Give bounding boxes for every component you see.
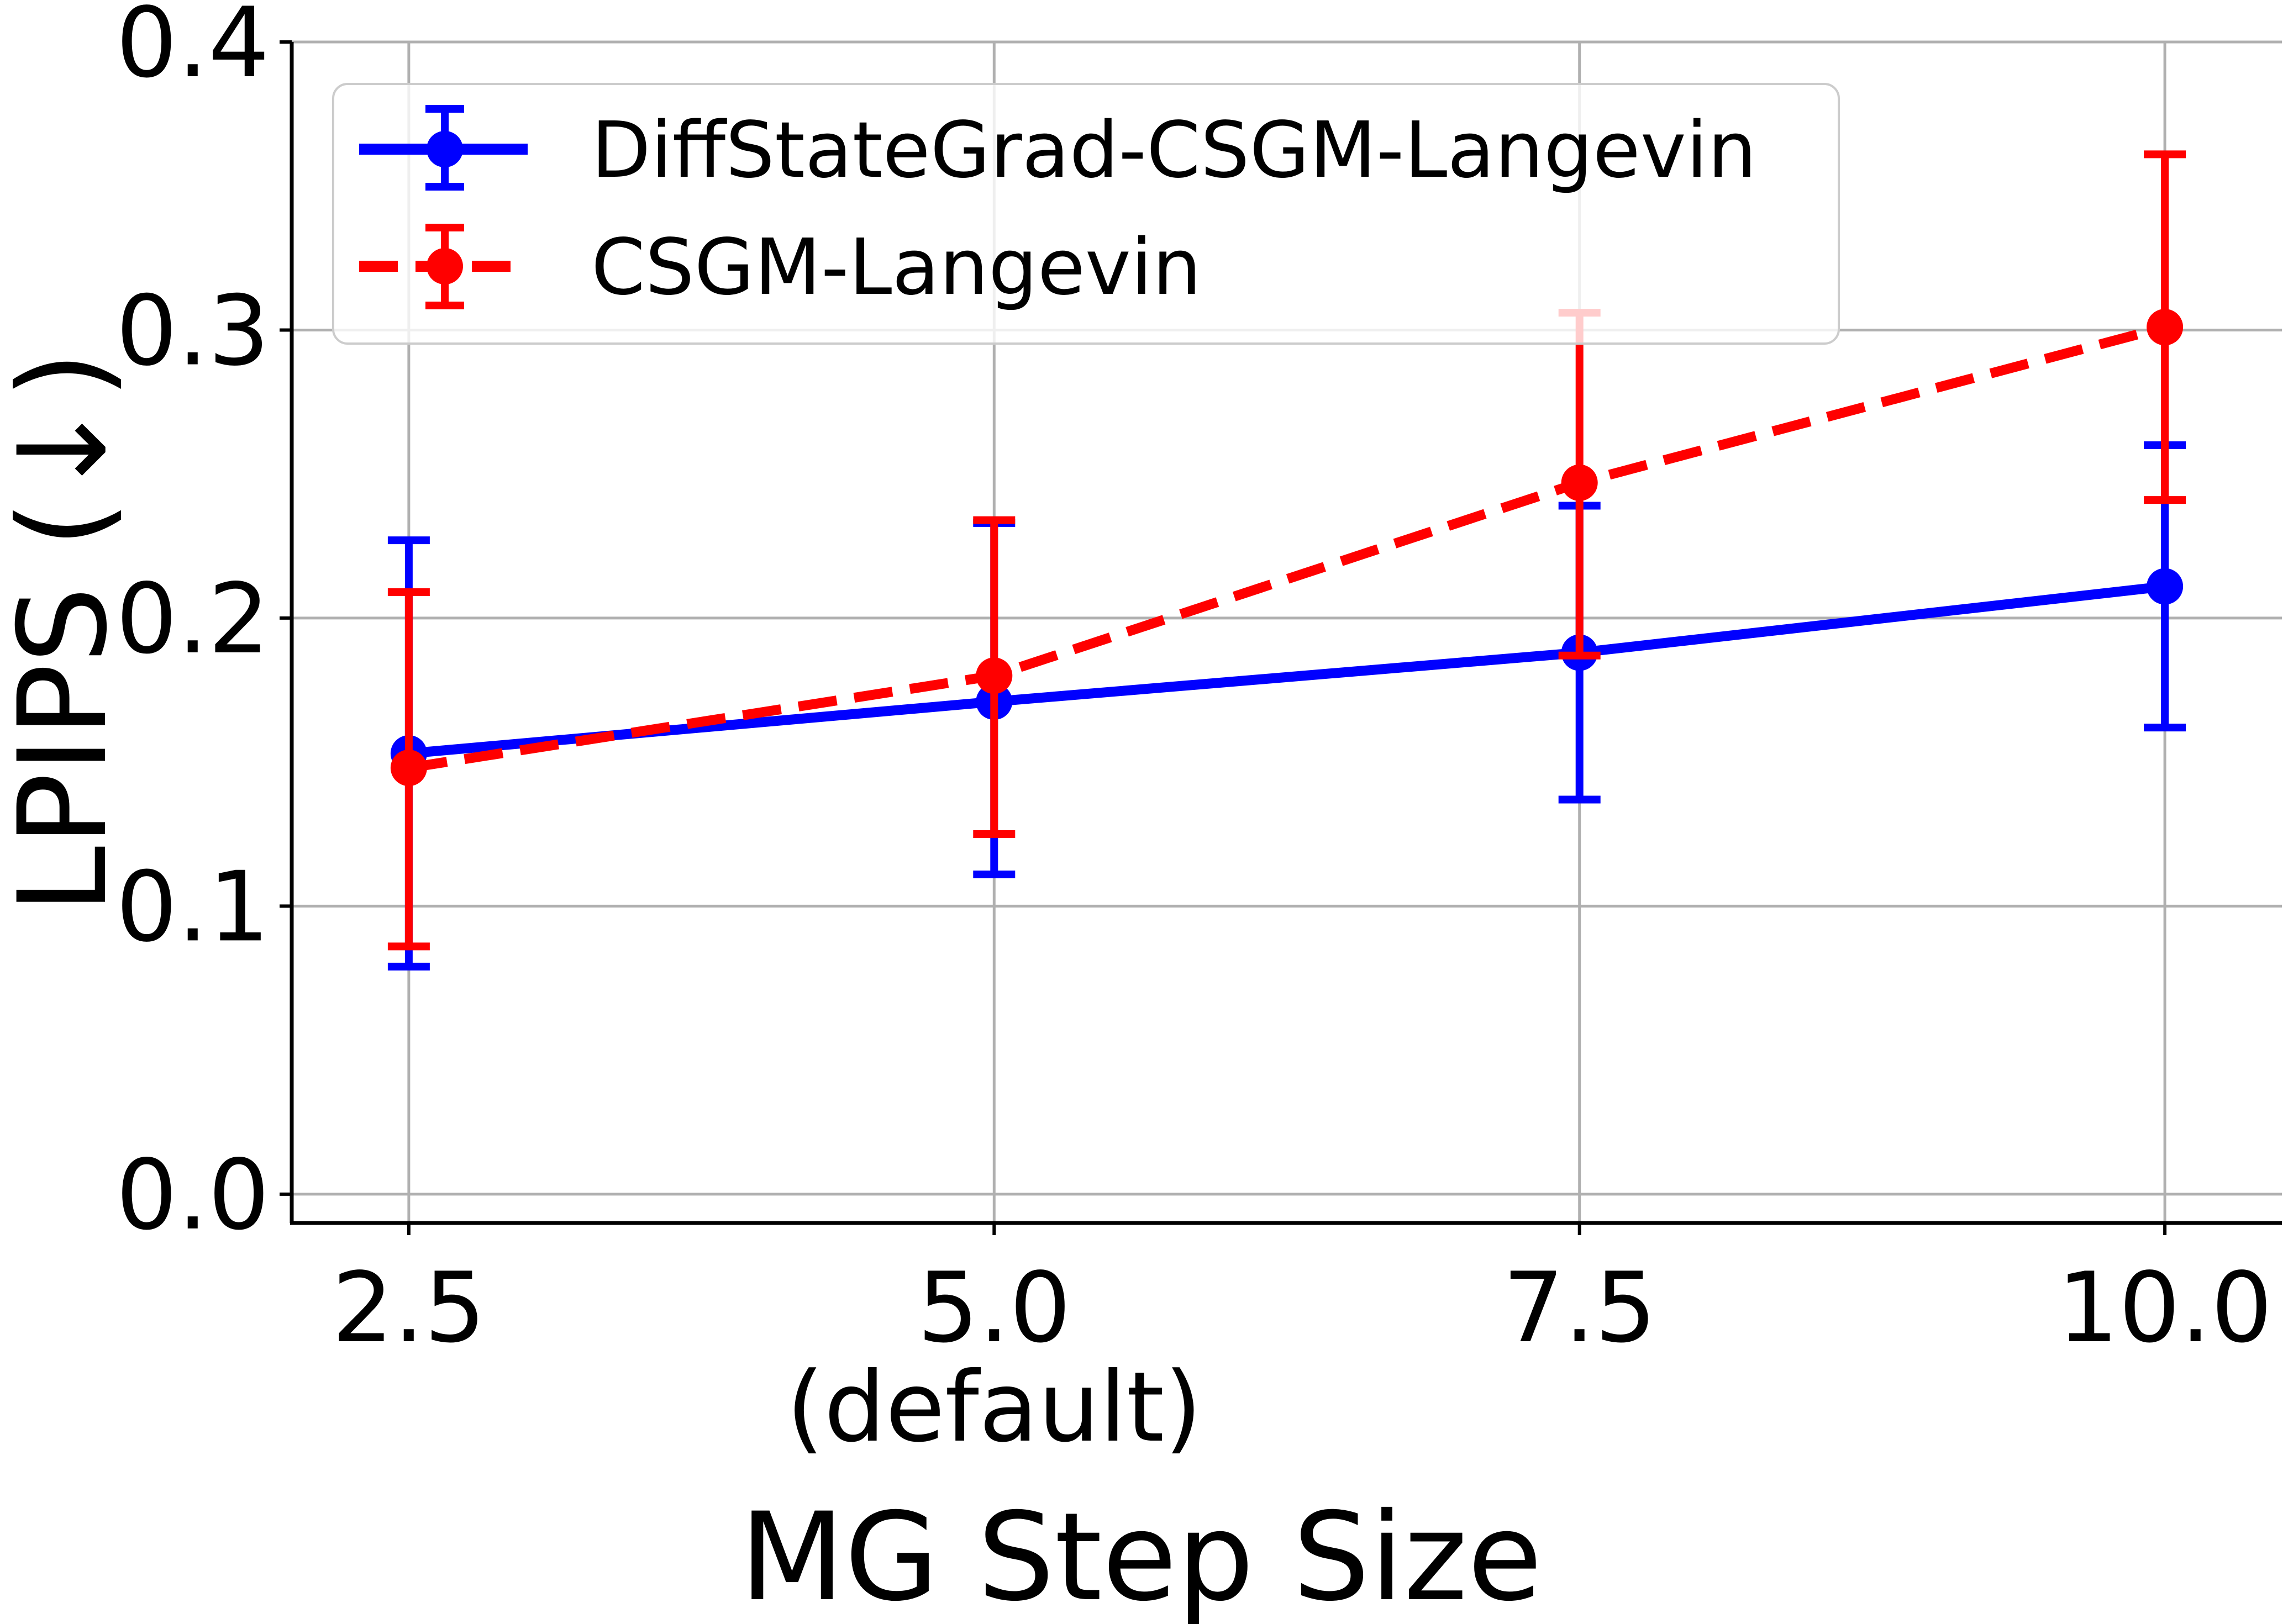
series-line: [408, 581, 2166, 758]
x-tick-label: 2.5: [332, 1252, 486, 1364]
data-point: [2147, 568, 2184, 605]
x-axis-title: MG Step Size: [740, 1486, 1543, 1624]
series-diffstategrad: [387, 441, 2186, 971]
legend: DiffStateGrad-CSGM-Langevin CSGM-Langevi…: [332, 83, 1840, 345]
y-tick-label: 0.1: [116, 851, 270, 963]
axes: [290, 42, 2282, 1225]
y-tick-label: 0.4: [116, 0, 270, 99]
x-tick-sublabel: (default): [786, 1352, 1202, 1464]
data-point: [1561, 464, 1598, 501]
data-point: [390, 750, 427, 787]
x-tick-label: 10.0: [2057, 1252, 2273, 1364]
y-tick-label: 0.0: [116, 1140, 270, 1252]
legend-entry-csgm: CSGM-Langevin: [359, 223, 1201, 313]
series-line: [408, 322, 2166, 773]
data-point: [2147, 309, 2184, 346]
x-tick-label: 7.5: [1503, 1252, 1656, 1364]
y-tick-label: 0.3: [116, 275, 270, 387]
y-tick-label: 0.2: [116, 563, 270, 676]
legend-label-diffstategrad: DiffStateGrad-CSGM-Langevin: [591, 106, 1756, 196]
x-tick-label: 5.0: [917, 1252, 1071, 1364]
y-ticks: 0.0 0.1 0.2 0.3 0.4: [116, 0, 292, 1252]
series-layer: [387, 150, 2186, 971]
y-axis-title: LPIPS (↓): [0, 351, 134, 914]
legend-label-csgm: CSGM-Langevin: [591, 223, 1201, 313]
legend-box: [332, 83, 1840, 345]
legend-entry-diffstategrad: DiffStateGrad-CSGM-Langevin: [359, 105, 1756, 196]
data-point: [976, 657, 1013, 694]
x-ticks: 2.5 5.0(default) 7.5 10.0: [332, 1223, 2273, 1464]
legend-marker-csgm: [427, 248, 463, 284]
legend-marker-diffstategrad: [427, 131, 463, 167]
